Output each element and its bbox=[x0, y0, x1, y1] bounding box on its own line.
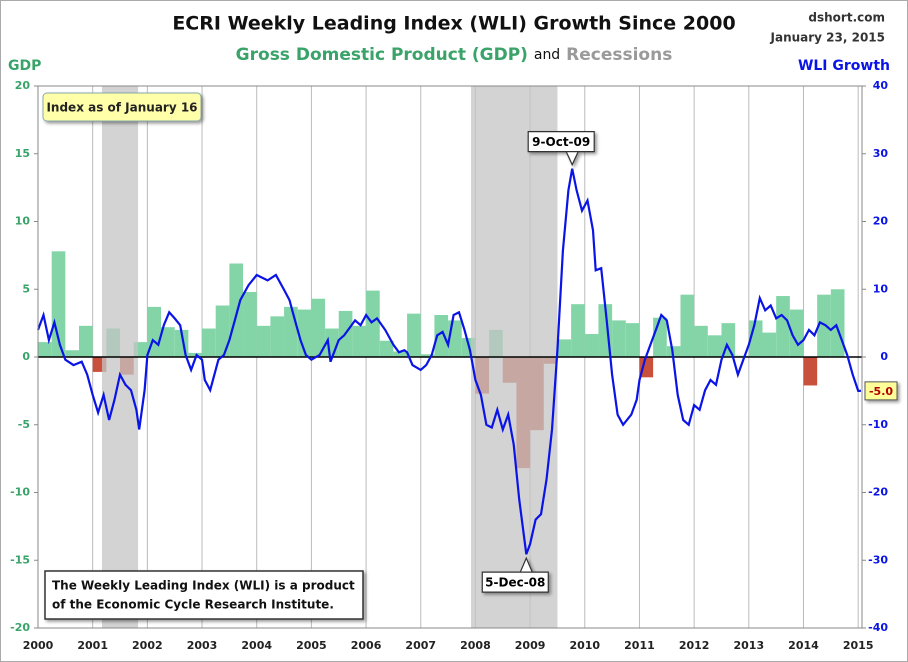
callout-label: 5-Dec-08 bbox=[485, 576, 545, 590]
gdp-bar bbox=[776, 296, 790, 357]
x-tick-label: 2003 bbox=[187, 639, 218, 652]
note-box bbox=[42, 92, 202, 122]
gdp-bar bbox=[625, 323, 640, 357]
gdp-bar bbox=[803, 357, 818, 386]
date: January 23, 2015 bbox=[770, 31, 886, 45]
gdp-bar bbox=[817, 294, 831, 357]
y2-tick-label: -40 bbox=[868, 621, 888, 634]
gdp-bar bbox=[379, 340, 394, 357]
gdp-bar bbox=[284, 306, 298, 357]
subtitle-recessions: Recessions bbox=[566, 45, 672, 65]
gdp-bar bbox=[393, 351, 408, 357]
gdp-bar bbox=[639, 357, 654, 378]
footnote-box bbox=[44, 570, 364, 620]
y-tick-label: -5 bbox=[18, 418, 30, 431]
subtitle: Gross Domestic Product (GDP) and Recessi… bbox=[236, 45, 673, 65]
y-tick-label: 10 bbox=[15, 215, 31, 228]
y2-tick-label: 20 bbox=[873, 215, 889, 228]
gdp-bar bbox=[51, 251, 66, 357]
gdp-bar bbox=[557, 339, 572, 357]
y-tick-label: 20 bbox=[15, 79, 31, 92]
plot-border bbox=[37, 85, 863, 629]
y-tick-label: -20 bbox=[10, 621, 30, 634]
y2-axis-label: WLI Growth bbox=[798, 58, 890, 74]
x-tick-label: 2007 bbox=[405, 639, 436, 652]
gdp-bar bbox=[215, 305, 230, 357]
gdp-bar bbox=[407, 313, 421, 357]
gdp-bar bbox=[229, 263, 244, 357]
y2-tick-label: -30 bbox=[868, 553, 888, 566]
callout-box bbox=[481, 556, 549, 593]
x-tick-label: 2000 bbox=[23, 639, 54, 652]
y2-tick-label: 30 bbox=[873, 147, 889, 160]
y2-tick-label: -20 bbox=[868, 486, 888, 499]
footnote-line: of the Economic Cycle Research Institute… bbox=[52, 598, 334, 612]
y-tick-label: 0 bbox=[22, 350, 30, 363]
y2-tick-label: 10 bbox=[873, 282, 889, 295]
y-axis-label: GDP bbox=[8, 58, 41, 74]
gdp-bar bbox=[79, 325, 93, 357]
x-tick-label: 2005 bbox=[296, 639, 327, 652]
gdp-bar bbox=[653, 317, 667, 357]
callout-box bbox=[527, 131, 595, 167]
gdp-bar bbox=[789, 309, 804, 357]
x-tick-label: 2015 bbox=[843, 639, 874, 652]
footnote-line: The Weekly Leading Index (WLI) is a prod… bbox=[52, 579, 355, 593]
y2-tick-label: 40 bbox=[873, 79, 889, 92]
gdp-bar bbox=[352, 325, 367, 357]
gdp-bar bbox=[694, 325, 708, 357]
gdp-bar bbox=[161, 327, 175, 357]
x-tick-label: 2008 bbox=[460, 639, 491, 652]
x-tick-label: 2012 bbox=[679, 639, 710, 652]
gdp-bar bbox=[297, 309, 312, 357]
gdp-bar bbox=[612, 320, 626, 357]
x-tick-label: 2011 bbox=[624, 639, 655, 652]
y-tick-label: 15 bbox=[15, 147, 30, 160]
y-tick-label: 5 bbox=[22, 282, 30, 295]
gdp-bar bbox=[243, 291, 257, 357]
gdp-bar bbox=[65, 350, 80, 357]
wli-line bbox=[36, 168, 861, 555]
gdp-bar bbox=[434, 314, 449, 357]
gdp-bar bbox=[188, 352, 203, 357]
gdp-bar bbox=[311, 298, 326, 357]
x-tick-label: 2004 bbox=[241, 639, 272, 652]
plot-area: 2000 2001 2002 2003 2004 2005 2006 2007 2008 2009… bbox=[10, 79, 888, 652]
gdp-bar bbox=[830, 289, 845, 357]
chart-title: ECRI Weekly Leading Index (WLI) Growth S… bbox=[172, 13, 735, 35]
y2-tick-label: 0 bbox=[880, 350, 888, 363]
gdp-bar bbox=[762, 332, 777, 357]
gdp-bar bbox=[270, 316, 285, 357]
x-tick-label: 2006 bbox=[351, 639, 382, 652]
subtitle-joiner: and bbox=[534, 47, 560, 63]
subtitle-gdp: Gross Domestic Product (GDP) bbox=[236, 45, 528, 65]
x-tick-label: 2010 bbox=[569, 639, 600, 652]
gdp-bar bbox=[256, 325, 271, 357]
x-tick-label: 2013 bbox=[734, 639, 765, 652]
gdp-bar bbox=[38, 342, 52, 357]
x-tick-label: 2009 bbox=[515, 639, 546, 652]
x-tick-label: 2002 bbox=[132, 639, 163, 652]
y-tick-label: -10 bbox=[10, 486, 30, 499]
gdp-bar bbox=[420, 354, 435, 357]
last-value-box bbox=[864, 381, 898, 401]
gdp-bar bbox=[680, 294, 695, 357]
gdp-bar bbox=[366, 290, 380, 357]
gdp-bar bbox=[707, 335, 722, 357]
last-value-label: -5.0 bbox=[869, 385, 893, 398]
source: dshort.com bbox=[808, 11, 885, 25]
x-tick-label: 2001 bbox=[77, 639, 108, 652]
gdp-bar bbox=[571, 304, 585, 357]
gdp-bar bbox=[584, 333, 599, 357]
x-tick-label: 2014 bbox=[788, 639, 819, 652]
gdp-bar bbox=[666, 346, 681, 357]
y2-tick-label: -10 bbox=[868, 418, 888, 431]
callout-label: 9-Oct-09 bbox=[532, 135, 590, 149]
note: Index as of January 16 bbox=[46, 101, 197, 115]
gdp-bar bbox=[202, 328, 216, 357]
y-tick-label: -15 bbox=[10, 553, 30, 566]
